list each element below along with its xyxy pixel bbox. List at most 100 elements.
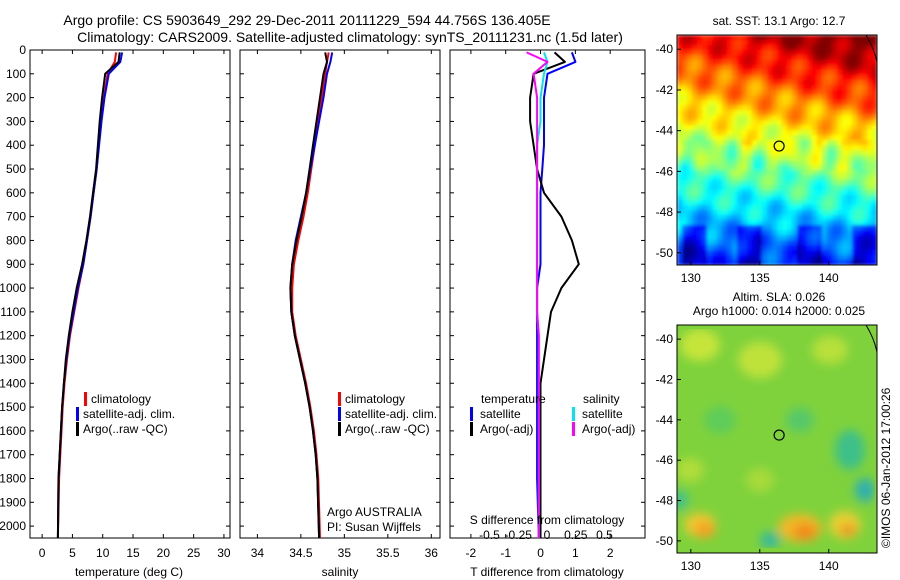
sst-cell	[727, 135, 733, 141]
sst-cell	[832, 85, 838, 91]
sst-cell	[742, 190, 748, 196]
x-tick-label: 130	[681, 271, 701, 285]
sst-cell	[862, 170, 868, 176]
sst-cell	[747, 75, 753, 81]
salinity-legend: climatology satellite-adj. clim. Argo(..…	[327, 392, 437, 534]
sst-cell	[777, 170, 783, 176]
sst-cell	[727, 255, 733, 261]
sst-cell	[817, 245, 823, 251]
sst-cell	[852, 215, 858, 221]
sst-cell	[677, 215, 683, 221]
sla-anomaly-blob	[760, 532, 780, 548]
sst-cell	[782, 160, 788, 166]
sst-cell	[702, 195, 708, 201]
sst-cell	[687, 240, 693, 246]
sst-cell	[702, 125, 708, 131]
sst-cell	[707, 135, 713, 141]
sst-cell	[807, 260, 813, 265]
sst-cell	[857, 55, 863, 61]
sst-cell	[742, 160, 748, 166]
sst-cell	[752, 175, 758, 181]
sst-cell	[787, 45, 793, 51]
sst-cell	[842, 205, 848, 211]
sst-cell	[827, 45, 833, 51]
sst-cell	[732, 210, 738, 216]
sst-cell	[822, 55, 828, 61]
sst-cell	[847, 255, 853, 261]
sst-cell	[782, 80, 788, 86]
sst-cell	[822, 150, 828, 156]
sst-cell	[797, 130, 803, 136]
sst-cell	[732, 55, 738, 61]
sst-cell	[737, 165, 743, 171]
sst-cell	[867, 115, 873, 121]
sst-cell	[842, 75, 848, 81]
sst-cell	[687, 175, 693, 181]
sst-cell	[687, 250, 693, 256]
sst-cell	[847, 245, 853, 251]
sst-cell	[792, 100, 798, 106]
sst-cell	[717, 220, 723, 226]
sst-cell	[692, 230, 698, 236]
sst-cell	[762, 225, 768, 231]
sst-cell	[837, 225, 843, 231]
sst-cell	[852, 155, 858, 161]
sst-cell	[842, 175, 848, 181]
sst-cell	[787, 240, 793, 246]
sst-cell	[792, 195, 798, 201]
sst-cell	[792, 225, 798, 231]
sst-cell	[787, 135, 793, 141]
sst-cell	[852, 95, 858, 101]
x-tick-label: 135	[750, 559, 770, 573]
sst-cell	[837, 115, 843, 121]
sst-cell	[757, 70, 763, 76]
sst-cell	[687, 200, 693, 206]
sst-cell	[777, 235, 783, 241]
sst-cell	[737, 195, 743, 201]
sst-cell	[732, 110, 738, 116]
sst-cell	[752, 45, 758, 51]
sst-cell	[847, 195, 853, 201]
sst-cell	[722, 90, 728, 96]
sst-cell	[752, 60, 758, 66]
sst-cell	[862, 50, 868, 56]
sst-cell	[792, 45, 798, 51]
sla-anomaly-blob	[793, 524, 817, 540]
sst-cell	[737, 100, 743, 106]
sst-cell	[857, 140, 863, 146]
sst-cell	[867, 90, 873, 96]
sst-cell	[712, 240, 718, 246]
sst-cell	[677, 195, 683, 201]
sst-cell	[697, 85, 703, 91]
sst-cell	[687, 225, 693, 231]
legend-label-climatology: climatology	[345, 392, 405, 406]
sst-cell	[707, 255, 713, 261]
sst-cell	[767, 55, 773, 61]
sla-anomaly-blob	[695, 522, 715, 538]
sst-cell	[757, 105, 763, 111]
sst-cell	[742, 65, 748, 71]
sst-cell	[702, 145, 708, 151]
sst-cell	[717, 260, 723, 265]
sst-cell	[697, 250, 703, 256]
legend-swatch-satellite	[76, 407, 79, 421]
sla-anomaly-blob	[840, 524, 856, 536]
sla-anomaly-blob	[746, 468, 774, 492]
sst-cell	[837, 210, 843, 216]
sst-cell	[692, 200, 698, 206]
sst-cell	[777, 160, 783, 166]
sst-cell	[762, 65, 768, 71]
sst-cell	[842, 35, 848, 41]
sst-cell	[717, 85, 723, 91]
sst-cell	[857, 155, 863, 161]
sst-cell	[712, 160, 718, 166]
sst-cell	[812, 210, 818, 216]
sst-cell	[692, 145, 698, 151]
sst-cell	[757, 55, 763, 61]
sst-cell	[812, 95, 818, 101]
sst-cell	[782, 180, 788, 186]
sst-cell	[807, 90, 813, 96]
sst-cell	[772, 200, 778, 206]
sst-cell	[807, 185, 813, 191]
sst-cell	[722, 105, 728, 111]
